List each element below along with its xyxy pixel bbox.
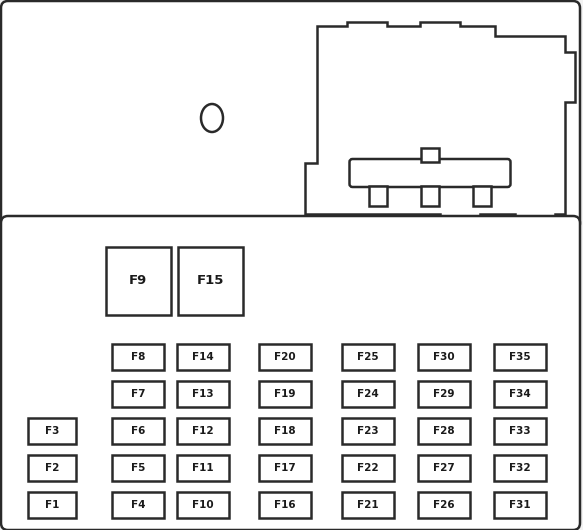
Text: F20: F20 [274,352,296,362]
Bar [112,492,164,518]
Bar [112,418,164,444]
Bar [418,455,470,481]
Text: F22: F22 [357,463,379,473]
Text: F7: F7 [131,389,145,399]
Bar [418,418,470,444]
Text: F1: F1 [45,500,59,510]
Text: F28: F28 [433,426,455,436]
Text: F3: F3 [45,426,59,436]
Text: F32: F32 [509,463,531,473]
Bar [342,418,394,444]
Bar [342,455,394,481]
Text: F10: F10 [192,500,214,510]
Bar [494,344,546,370]
Text: F31: F31 [509,500,531,510]
Bar [177,381,229,407]
Text: F27: F27 [433,463,455,473]
Bar [177,344,229,370]
Text: F13: F13 [192,389,214,399]
FancyBboxPatch shape [349,159,511,187]
Bar [418,381,470,407]
FancyBboxPatch shape [1,1,580,230]
Bar [177,492,229,518]
Bar [28,418,76,444]
FancyBboxPatch shape [1,216,580,530]
Text: F29: F29 [433,389,455,399]
Text: F26: F26 [433,500,455,510]
Text: F8: F8 [131,352,145,362]
Text: F15: F15 [196,275,224,287]
Text: F16: F16 [274,500,296,510]
Text: F14: F14 [192,352,214,362]
Bar [494,455,546,481]
Text: F23: F23 [357,426,379,436]
Bar [342,344,394,370]
Bar [28,455,76,481]
Bar [342,381,394,407]
Text: F18: F18 [274,426,296,436]
Text: F11: F11 [192,463,214,473]
Bar [259,381,311,407]
Bar [421,148,439,162]
Text: F12: F12 [192,426,214,436]
Text: F9: F9 [129,275,147,287]
Bar [177,455,229,481]
Bar [421,186,439,206]
Bar [177,418,229,444]
Bar [259,455,311,481]
Bar [177,247,243,315]
Text: F19: F19 [274,389,296,399]
Bar [494,418,546,444]
Text: F33: F33 [509,426,531,436]
Bar [28,492,76,518]
Bar [418,344,470,370]
Bar [342,492,394,518]
Bar [259,344,311,370]
Bar [494,381,546,407]
Text: F30: F30 [433,352,455,362]
Text: F24: F24 [357,389,379,399]
Bar [112,455,164,481]
Bar [418,492,470,518]
Text: F4: F4 [131,500,145,510]
Bar [494,492,546,518]
Bar [112,344,164,370]
Text: F35: F35 [509,352,531,362]
Bar [106,247,170,315]
Polygon shape [305,22,575,228]
Bar [112,381,164,407]
Bar [473,186,491,206]
Bar [259,492,311,518]
Bar [369,186,387,206]
Bar [259,418,311,444]
Text: F21: F21 [357,500,379,510]
Text: F2: F2 [45,463,59,473]
Ellipse shape [201,104,223,132]
Text: F5: F5 [131,463,145,473]
Text: F6: F6 [131,426,145,436]
Text: F25: F25 [357,352,379,362]
Text: F34: F34 [509,389,531,399]
Text: F17: F17 [274,463,296,473]
